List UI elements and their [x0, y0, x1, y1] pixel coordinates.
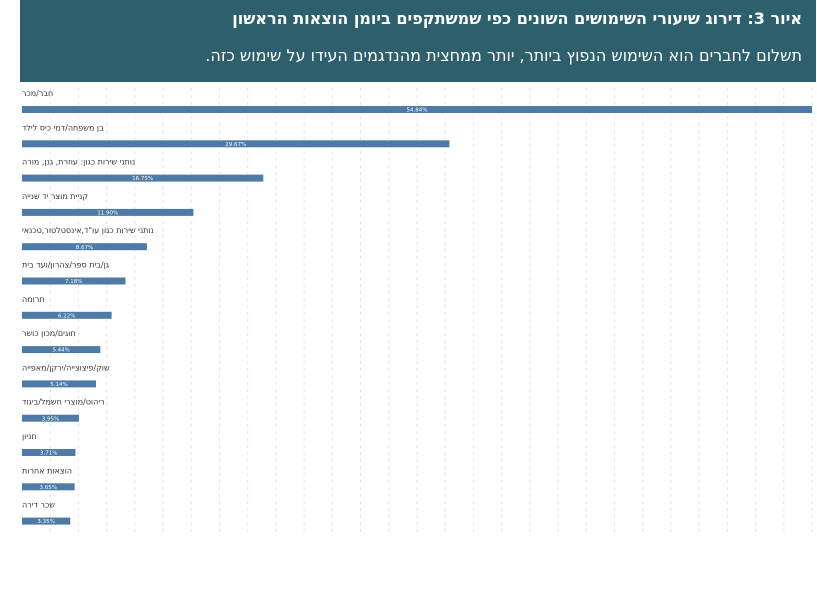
bar: [22, 414, 79, 422]
category-label: שכר דירה: [22, 501, 55, 510]
category-label: קניית מוצר יד שנייה: [22, 192, 88, 201]
category-label: שוק/פיצוצייה/ירקן/מאפייה: [22, 363, 110, 372]
category-label: חניון: [22, 432, 37, 441]
category-label: חוגים/מכון כושר: [22, 329, 76, 338]
value-label: 29.67%: [225, 142, 246, 148]
bar-row: תרומה 6.22%: [22, 295, 112, 319]
bar-row: חוגים/מכון כושר 5.44%: [22, 329, 101, 354]
bar-row: חניון 3.71%: [22, 432, 76, 457]
category-label: נותני שירות כגון: עוזרת, גנן, מורה: [22, 158, 135, 167]
bar-row: נותני שירות כגון עו"ד,אינסטלטור,טכנאי 8.6…: [22, 226, 154, 251]
category-label: תרומה: [22, 295, 45, 304]
bar: [22, 483, 75, 491]
bar-row: שכר דירה 3.35%: [22, 501, 71, 525]
value-label: 6.22%: [58, 313, 75, 319]
value-label: 54.84%: [407, 108, 428, 114]
bar-row: ריהוט/מוצרי חשמל/ביגוד 3.95%: [22, 398, 105, 422]
bar-row: נותני שירות כגון: עוזרת, גנן, מורה 16.75%: [22, 158, 264, 182]
category-label: נותני שירות כגון עו"ד,אינסטלטור,טכנאי: [22, 226, 154, 235]
bar-row: גן/בית ספר/צהרון/ועד בית 7.18%: [22, 261, 126, 285]
category-label: חבר/מכר: [22, 89, 53, 98]
value-label: 3.35%: [37, 519, 54, 525]
bar: [22, 174, 264, 182]
value-label: 5.14%: [50, 382, 67, 388]
value-label: 16.75%: [132, 176, 153, 182]
bar-row: קניית מוצר יד שנייה 11.90%: [22, 192, 194, 217]
chart-title: איור 3: דירוג שיעורי השימושים השונים כפי…: [232, 9, 802, 28]
bar: [22, 277, 126, 285]
value-label: 3.71%: [40, 451, 57, 457]
value-label: 5.44%: [52, 348, 69, 354]
category-label: גן/בית ספר/צהרון/ועד בית: [22, 261, 110, 270]
bar-row: שוק/פיצוצייה/ירקן/מאפייה 5.14%: [22, 363, 110, 388]
bar: [22, 517, 71, 525]
value-label: 8.67%: [76, 245, 93, 251]
bar: [22, 346, 101, 354]
value-label: 11.90%: [97, 211, 118, 217]
bar-row: הוצאות אחרות 3.65%: [22, 466, 75, 491]
bar: [22, 380, 97, 388]
bar: [22, 311, 112, 319]
category-label: בן משפחה/דמי כיס לילד: [22, 123, 104, 132]
chart-subtitle: תשלום לחברים הוא השימוש הנפוץ ביותר, יות…: [205, 46, 802, 65]
bar: [22, 140, 450, 148]
chart-header: איור 3: דירוג שיעורי השימושים השונים כפי…: [20, 0, 816, 82]
bar: [22, 208, 194, 216]
value-label: 7.18%: [65, 279, 82, 285]
gridlines: [49, 88, 813, 534]
value-label: 3.95%: [42, 416, 59, 422]
bar: [22, 243, 147, 251]
category-label: ריהוט/מוצרי חשמל/ביגוד: [22, 398, 105, 407]
bar: [22, 106, 812, 113]
category-label: הוצאות אחרות: [22, 466, 72, 475]
value-label: 3.65%: [40, 485, 57, 491]
bar: [22, 449, 76, 456]
bar-row: חבר/מכר 54.84%: [22, 89, 812, 114]
bar-row: בן משפחה/דמי כיס לילד 29.67%: [22, 123, 450, 148]
